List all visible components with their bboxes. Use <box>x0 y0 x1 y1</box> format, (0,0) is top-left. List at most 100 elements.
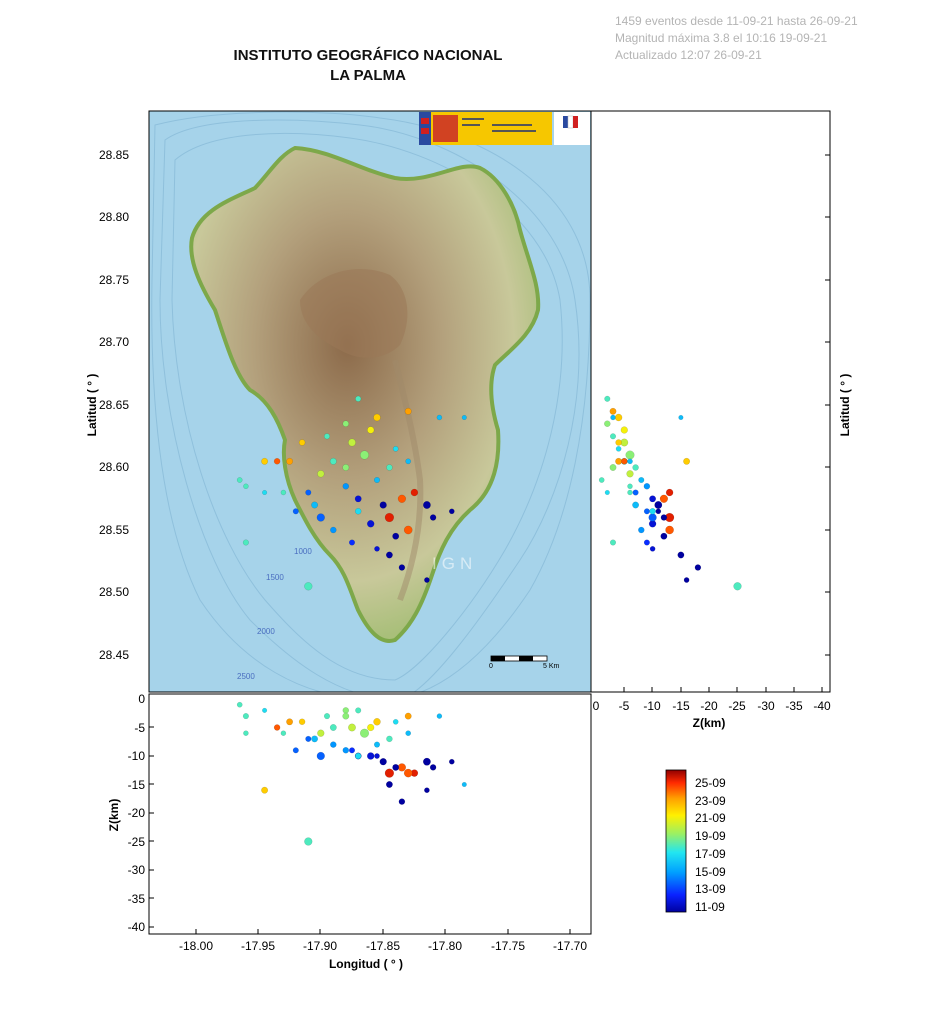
epicentre-point <box>273 458 281 465</box>
depth-latitude-point <box>643 483 651 490</box>
epicentre-point <box>367 426 375 434</box>
epicentre-point <box>429 514 437 521</box>
scale-start: 0 <box>489 663 493 670</box>
epicentre-point <box>355 395 362 402</box>
z-tick-label: -30 <box>757 699 775 713</box>
depth-latitude-point <box>665 525 674 535</box>
epicentre-point <box>292 508 299 515</box>
updated-timestamp: Actualizado 12:07 26-09-21 <box>615 48 762 62</box>
lon-tick-label: -17.75 <box>491 939 525 953</box>
bathymetry-contours <box>151 111 591 692</box>
scale-bar: 0 5 Km <box>489 655 560 670</box>
depth-longitude-point <box>436 713 443 719</box>
epicentre-point <box>317 470 325 478</box>
epicentre-point <box>367 520 375 528</box>
epicentre-point <box>384 512 395 523</box>
depth-longitude-point <box>367 752 375 760</box>
depth-longitude-point <box>367 723 375 732</box>
z-tick-label: -5 <box>619 699 630 713</box>
depth-latitude-point <box>632 464 639 471</box>
epicentre-point <box>404 407 412 415</box>
lat-tick-label: 28.70 <box>99 335 129 349</box>
epicentre-point <box>392 445 399 452</box>
epicentre-point <box>342 420 349 427</box>
depth-latitude-point <box>627 483 633 489</box>
z-tick-label: -30 <box>128 863 146 877</box>
epicentre-point <box>403 525 413 535</box>
depth-latitude-point <box>614 413 623 422</box>
colorbar-label: 23-09 <box>695 794 726 808</box>
depth-longitude-point <box>317 729 325 737</box>
lat-tick-label: 28.75 <box>99 273 129 287</box>
depth-longitude-point <box>324 713 331 720</box>
bottom-xlabel: Longitud ( ° ) <box>329 957 403 971</box>
lat-tick-label: 28.55 <box>99 523 129 537</box>
epicentre-point <box>385 551 393 559</box>
depth-longitude-point <box>329 724 337 731</box>
epicentre-point <box>262 490 268 496</box>
lon-tick-label: -17.70 <box>553 939 587 953</box>
z-tick-label: -35 <box>128 892 146 906</box>
depth-longitude-point <box>292 747 299 754</box>
depth-latitude-point <box>610 539 617 546</box>
contour-label-2000: 2000 <box>257 627 275 636</box>
max-magnitude: Magnitud máxima 3.8 el 10:16 19-09-21 <box>615 31 828 45</box>
page-title: INSTITUTO GEOGRÁFICO NACIONAL <box>233 47 503 64</box>
depth-longitude-point <box>397 763 407 772</box>
epicentre-point <box>386 464 393 471</box>
epicentre-point <box>286 457 293 465</box>
depth-longitude-point <box>280 730 287 736</box>
z-tick-label: -20 <box>700 699 718 713</box>
depth-longitude-point <box>243 730 249 736</box>
epicentre-point <box>354 495 362 503</box>
depth-longitude-point <box>311 735 318 743</box>
epicentre-point <box>398 564 406 571</box>
government-logo <box>419 112 590 145</box>
depth-latitude-point <box>609 464 617 471</box>
epicentre-point <box>298 439 306 446</box>
map-ylabel: Latitud ( ° ) <box>85 374 99 437</box>
depth-longitude-point <box>429 764 437 771</box>
ign-watermark: IGN <box>432 554 477 573</box>
lon-tick-label: -17.85 <box>366 939 400 953</box>
depth-longitude-point <box>342 712 350 720</box>
depth-longitude-point <box>330 741 337 748</box>
colorbar-label: 25-09 <box>695 776 726 790</box>
epicentre-point <box>242 539 249 546</box>
depth-latitude-point <box>626 470 634 478</box>
map-panel: 1000 1500 2000 2500 IGN 0 5 Km <box>148 110 592 693</box>
depth-latitude-point <box>638 526 645 534</box>
epicentre-point <box>448 508 455 515</box>
depth-latitude-point <box>665 488 674 497</box>
depth-longitude-point <box>398 798 406 805</box>
z-tick-label: -10 <box>128 749 146 763</box>
page-subtitle: LA PALMA <box>330 67 406 84</box>
epicentre-point <box>243 483 249 489</box>
depth-latitude-point <box>655 508 662 515</box>
depth-longitude-panel: 0 -5 -10 -15 -20 -25 -30 -35 -40 -18.00 … <box>107 692 592 971</box>
depth-longitude-point <box>286 718 293 726</box>
epicentre-point <box>305 489 312 496</box>
z-tick-label: -40 <box>813 699 831 713</box>
epicentre-point <box>392 532 400 540</box>
depth-longitude-point <box>262 707 268 713</box>
right-xlabel: Z(km) <box>693 716 726 730</box>
depth-latitude-point <box>638 477 645 484</box>
depth-latitude-point <box>649 546 656 552</box>
lon-tick-label: -17.90 <box>303 939 337 953</box>
lon-tick-label: -17.80 <box>428 939 462 953</box>
z-tick-label: 0 <box>138 692 145 706</box>
lat-tick-label: 28.80 <box>99 210 129 224</box>
lat-tick-label: 28.85 <box>99 148 129 162</box>
contour-label-2500: 2500 <box>237 672 255 681</box>
depth-latitude-point <box>610 414 616 421</box>
depth-longitude-points <box>236 701 467 846</box>
colorbar-labels: 25-09 23-09 21-09 19-09 17-09 15-09 13-0… <box>695 776 726 914</box>
depth-longitude-point <box>386 735 393 743</box>
island-shape <box>189 145 541 643</box>
depth-latitude-point <box>621 458 628 465</box>
epicentre-point <box>329 457 337 465</box>
depth-latitude-point <box>627 458 633 465</box>
depth-longitude-point <box>392 764 400 771</box>
